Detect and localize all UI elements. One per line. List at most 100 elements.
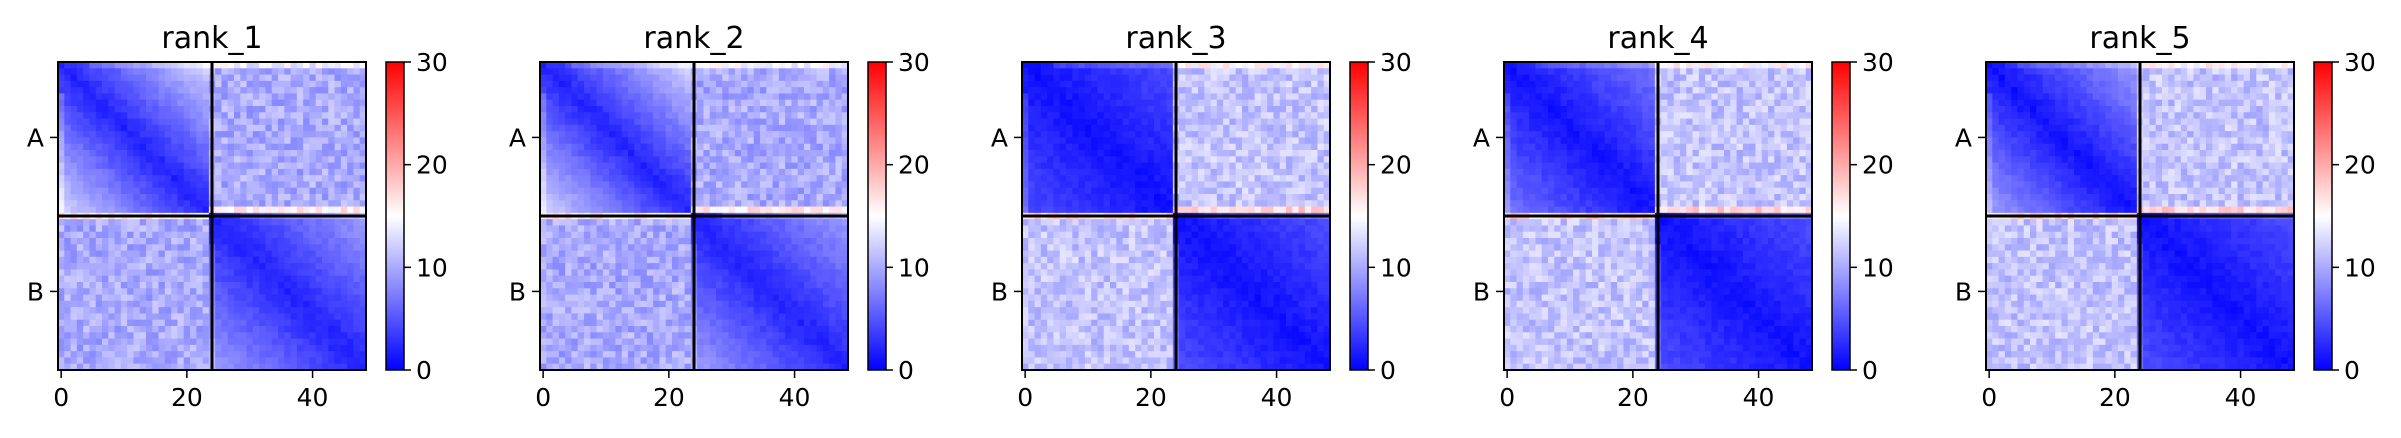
heatmap-cell [284, 156, 292, 164]
heatmap-cell [540, 131, 547, 139]
heatmap-cell [753, 194, 761, 201]
heatmap-cell [558, 294, 566, 302]
heatmap-cell [177, 282, 185, 289]
heatmap-cell [1323, 68, 1331, 76]
heatmap-cell [628, 118, 635, 126]
heatmap-cell [133, 363, 141, 371]
heatmap-cell [678, 275, 686, 283]
heatmap-cell [659, 238, 667, 245]
heatmap-cell [221, 106, 229, 113]
heatmap-cell [753, 363, 761, 371]
heatmap-cell [602, 263, 610, 271]
heatmap-cell [703, 332, 711, 340]
heatmap-cell [340, 181, 348, 189]
heatmap-cell [602, 244, 610, 252]
heatmap-cell [139, 74, 147, 82]
heatmap-cell [139, 137, 147, 145]
heatmap-cell [734, 143, 742, 151]
heatmap-cell [152, 156, 160, 164]
heatmap-cell [1028, 74, 1036, 82]
heatmap-cell [252, 200, 260, 208]
heatmap-cell [558, 156, 566, 164]
heatmap-cell [158, 112, 166, 120]
heatmap-cell [615, 351, 623, 359]
heatmap-cell [340, 344, 348, 352]
heatmap-cell [120, 206, 128, 214]
heatmap-cell [315, 275, 323, 283]
heatmap-cell [835, 80, 843, 88]
heatmap-cell [315, 244, 323, 252]
heatmap-cell [697, 124, 705, 132]
heatmap-cell [835, 326, 843, 333]
heatmap-cell [133, 219, 141, 227]
heatmap-cell [540, 206, 547, 214]
heatmap-cell [196, 131, 204, 139]
heatmap-cell [315, 99, 323, 107]
heatmap-cell [615, 150, 623, 157]
heatmap-cell [127, 338, 135, 346]
heatmap-cell [190, 256, 197, 264]
heatmap-cell [259, 313, 267, 321]
heatmap-cell [259, 118, 267, 126]
heatmap-cell [697, 175, 705, 183]
heatmap-cell [64, 250, 72, 258]
heatmap-cell [766, 200, 774, 208]
heatmap-cell [741, 338, 749, 346]
heatmap-cell [215, 238, 223, 245]
heatmap-cell [665, 326, 673, 333]
heatmap-cell [309, 294, 317, 302]
heatmap-cell [309, 357, 317, 365]
heatmap-cell [284, 263, 292, 271]
heatmap-cell [697, 194, 705, 201]
heatmap-cell [722, 80, 730, 88]
heatmap-cell [64, 74, 72, 82]
heatmap-cell [215, 344, 223, 352]
heatmap-cell [778, 93, 786, 101]
heatmap-cell [753, 124, 761, 132]
heatmap-cell [628, 326, 635, 333]
heatmap-cell [171, 187, 179, 195]
heatmap-cell [265, 263, 273, 271]
heatmap-cell [577, 357, 585, 365]
heatmap-cell [290, 143, 298, 151]
heatmap-cell [164, 106, 172, 113]
heatmap-cell [58, 137, 65, 145]
heatmap-cell [615, 357, 623, 365]
heatmap-cell [309, 206, 317, 214]
heatmap-cell [278, 338, 285, 346]
heatmap-cell [734, 231, 742, 239]
heatmap-cell [602, 326, 610, 333]
heatmap-cell [278, 93, 285, 101]
heatmap-cell [785, 256, 793, 264]
heatmap-cell [565, 269, 573, 277]
heatmap-cell [70, 181, 78, 189]
heatmap-cell [747, 131, 755, 139]
heatmap-cell [278, 156, 285, 164]
heatmap-cell [747, 118, 755, 126]
heatmap-cell [1292, 62, 1300, 69]
heatmap-cell [791, 87, 799, 95]
heatmap-cell [89, 313, 97, 321]
heatmap-cell [785, 118, 793, 126]
heatmap-cell [709, 99, 717, 107]
heatmap-cell [697, 118, 705, 126]
heatmap-cell [328, 269, 336, 277]
heatmap-cell [766, 87, 774, 95]
heatmap-cell [102, 143, 109, 151]
heatmap-cell [621, 351, 629, 359]
heatmap-cell [328, 326, 336, 333]
heatmap-cell [659, 74, 667, 82]
heatmap-cell [621, 175, 629, 183]
heatmap-cell [1191, 68, 1199, 76]
heatmap-cell [760, 244, 767, 252]
heatmap-cell [303, 294, 311, 302]
heatmap-cell [760, 319, 767, 327]
heatmap-cell [804, 238, 811, 245]
heatmap-cell [177, 150, 185, 157]
heatmap-cell [95, 300, 103, 308]
heatmap-cell [102, 238, 109, 245]
heatmap-cell [95, 307, 103, 315]
heatmap-cell [552, 206, 560, 214]
heatmap-cell [734, 99, 742, 107]
heatmap-cell [822, 238, 830, 245]
